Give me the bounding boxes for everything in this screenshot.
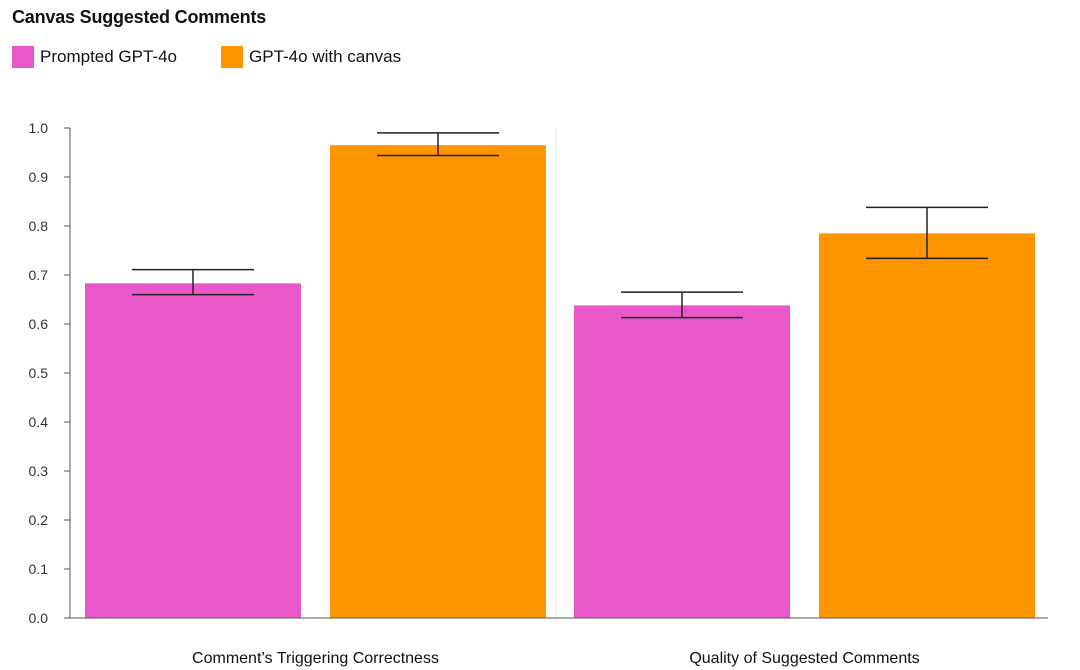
y-tick-label: 0.2: [29, 512, 49, 528]
bar: [574, 305, 790, 618]
y-tick-label: 0.9: [29, 169, 49, 185]
y-tick-label: 0.4: [29, 414, 49, 430]
legend-swatch-prompted: [12, 46, 34, 68]
y-tick-label: 0.1: [29, 561, 49, 577]
y-tick-label: 0.5: [29, 365, 49, 381]
legend-item-prompted: Prompted GPT-4o: [12, 46, 177, 68]
legend-swatch-canvas: [221, 46, 244, 68]
y-tick-label: 0.0: [29, 610, 49, 626]
legend: Prompted GPT-4o GPT-4o with canvas: [12, 46, 445, 68]
chart-title: Canvas Suggested Comments: [12, 7, 267, 27]
y-tick-label: 0.6: [29, 316, 49, 332]
y-tick-label: 0.7: [29, 267, 49, 283]
bar: [819, 233, 1035, 618]
x-category-label: Comment’s Triggering Correctness: [192, 650, 439, 667]
y-tick-label: 1.0: [29, 120, 49, 136]
bar: [330, 145, 546, 618]
x-category-label: Quality of Suggested Comments: [689, 650, 919, 667]
y-tick-label: 0.3: [29, 463, 49, 479]
legend-label-canvas: GPT-4o with canvas: [249, 47, 402, 66]
y-tick-label: 0.8: [29, 218, 49, 234]
bar: [85, 283, 301, 618]
legend-label-prompted: Prompted GPT-4o: [40, 47, 178, 66]
legend-item-canvas: GPT-4o with canvas: [221, 46, 401, 68]
